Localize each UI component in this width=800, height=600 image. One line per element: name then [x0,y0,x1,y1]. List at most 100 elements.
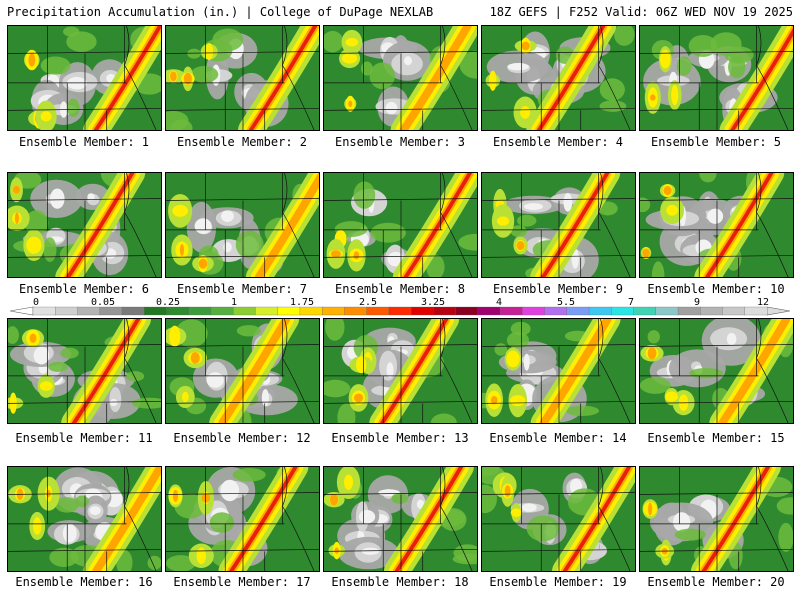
ensemble-member-label: Ensemble Member: 4 [492,135,624,149]
scale-left-arrow [9,306,34,316]
scale-color-swatch [588,306,612,316]
scale-tick-label: 0.05 [91,297,115,308]
scale-color-swatch [121,306,145,316]
ensemble-member-map [481,25,636,131]
ensemble-member-label: Ensemble Member: 10 [647,282,785,296]
ensemble-member-label: Ensemble Member: 20 [647,575,785,589]
scale-color-swatch [677,306,701,316]
ensemble-member-label: Ensemble Member: 19 [489,575,627,589]
ensemble-member-map [165,318,320,424]
scale-tick-label: 1.75 [290,297,314,308]
precipitation-map-image [324,319,477,423]
ensemble-member-label: Ensemble Member: 11 [15,431,153,445]
precipitation-map-image [166,173,319,277]
precipitation-map-image [324,467,477,571]
ensemble-member-label: Ensemble Member: 16 [15,575,153,589]
ensemble-member-map [323,25,478,131]
scale-tick-label: 9 [694,297,700,308]
ensemble-member-label: Ensemble Member: 5 [650,135,782,149]
scale-color-swatch [722,306,746,316]
scale-color-swatch [322,306,345,316]
scale-tick-label: 5.5 [557,297,575,308]
ensemble-member-map [7,172,162,278]
scale-right-arrow [766,306,791,316]
scale-color-swatch [233,306,256,316]
precipitation-map-image [482,173,635,277]
ensemble-member-label: Ensemble Member: 1 [18,135,150,149]
scale-color-swatch [277,306,301,316]
scale-color-swatch [32,306,56,316]
scale-color-swatch [433,306,457,316]
scale-tick-label: 3.25 [421,297,445,308]
ensemble-member-map [7,25,162,131]
precipitation-map-image [166,26,319,130]
scale-color-swatch [366,306,390,316]
scale-color-swatch [655,306,679,316]
scale-color-swatch [633,306,657,316]
ensemble-member-label: Ensemble Member: 13 [331,431,469,445]
ensemble-member-map [323,318,478,424]
scale-tick-label: 0 [33,297,39,308]
ensemble-member-label: Ensemble Member: 15 [647,431,785,445]
ensemble-member-map [165,172,320,278]
ensemble-member-label: Ensemble Member: 18 [331,575,469,589]
scale-color-swatch [544,306,568,316]
ensemble-member-map [165,25,320,131]
ensemble-member-map [639,25,794,131]
precipitation-map-image [324,173,477,277]
scale-color-swatch [700,306,723,316]
scale-color-swatch [566,306,590,316]
precipitation-map-image [640,26,793,130]
ensemble-member-map [639,466,794,572]
ensemble-member-map [7,318,162,424]
scale-color-swatch [388,306,412,316]
scale-color-swatch [55,306,78,316]
ensemble-member-map [323,172,478,278]
scale-color-swatch [744,306,768,316]
precipitation-map-image [166,319,319,423]
precipitation-map-image [640,467,793,571]
scale-tick-label: 1 [231,297,237,308]
precipitation-map-image [8,26,161,130]
scale-color-swatch [522,306,546,316]
precipitation-color-scale: 0 0.05 0.25 1 1.75 2.5 3.25 4 5.5 7 9 12 [9,297,791,316]
scale-color-swatch [410,306,434,316]
ensemble-member-label: Ensemble Member: 14 [489,431,627,445]
ensemble-member-map [481,318,636,424]
ensemble-member-map [165,466,320,572]
valid-time-label: 18Z GEFS | F252 Valid: 06Z WED NOV 19 20… [489,5,793,19]
scale-color-swatch [299,306,323,316]
scale-color-swatch [99,306,123,316]
ensemble-member-label: Ensemble Member: 6 [18,282,150,296]
ensemble-member-map [481,172,636,278]
scale-color-swatch [344,306,368,316]
ensemble-member-label: Ensemble Member: 3 [334,135,466,149]
ensemble-member-label: Ensemble Member: 7 [176,282,308,296]
scale-tick-label: 12 [757,297,769,308]
precipitation-map-image [482,467,635,571]
scale-color-swatch [499,306,523,316]
ensemble-member-map [323,466,478,572]
ensemble-member-label: Ensemble Member: 12 [173,431,311,445]
scale-tick-label: 2.5 [359,297,377,308]
scale-color-swatch [210,306,234,316]
scale-color-swatch [144,306,167,316]
precipitation-map-image [640,319,793,423]
precipitation-map-image [8,319,161,423]
precipitation-map-image [8,467,161,571]
ensemble-member-label: Ensemble Member: 17 [173,575,311,589]
precipitation-map-image [482,319,635,423]
scale-tick-label: 7 [628,297,634,308]
scale-color-swatch [255,306,279,316]
scale-color-swatch [611,306,634,316]
precipitation-map-image [166,467,319,571]
precipitation-map-image [324,26,477,130]
ensemble-member-map [639,318,794,424]
precipitation-map-image [8,173,161,277]
scale-tick-label: 4 [496,297,502,308]
ensemble-member-map [7,466,162,572]
scale-color-swatch [477,306,501,316]
scale-color-swatch [188,306,212,316]
scale-color-swatch [166,306,190,316]
precipitation-map-image [482,26,635,130]
